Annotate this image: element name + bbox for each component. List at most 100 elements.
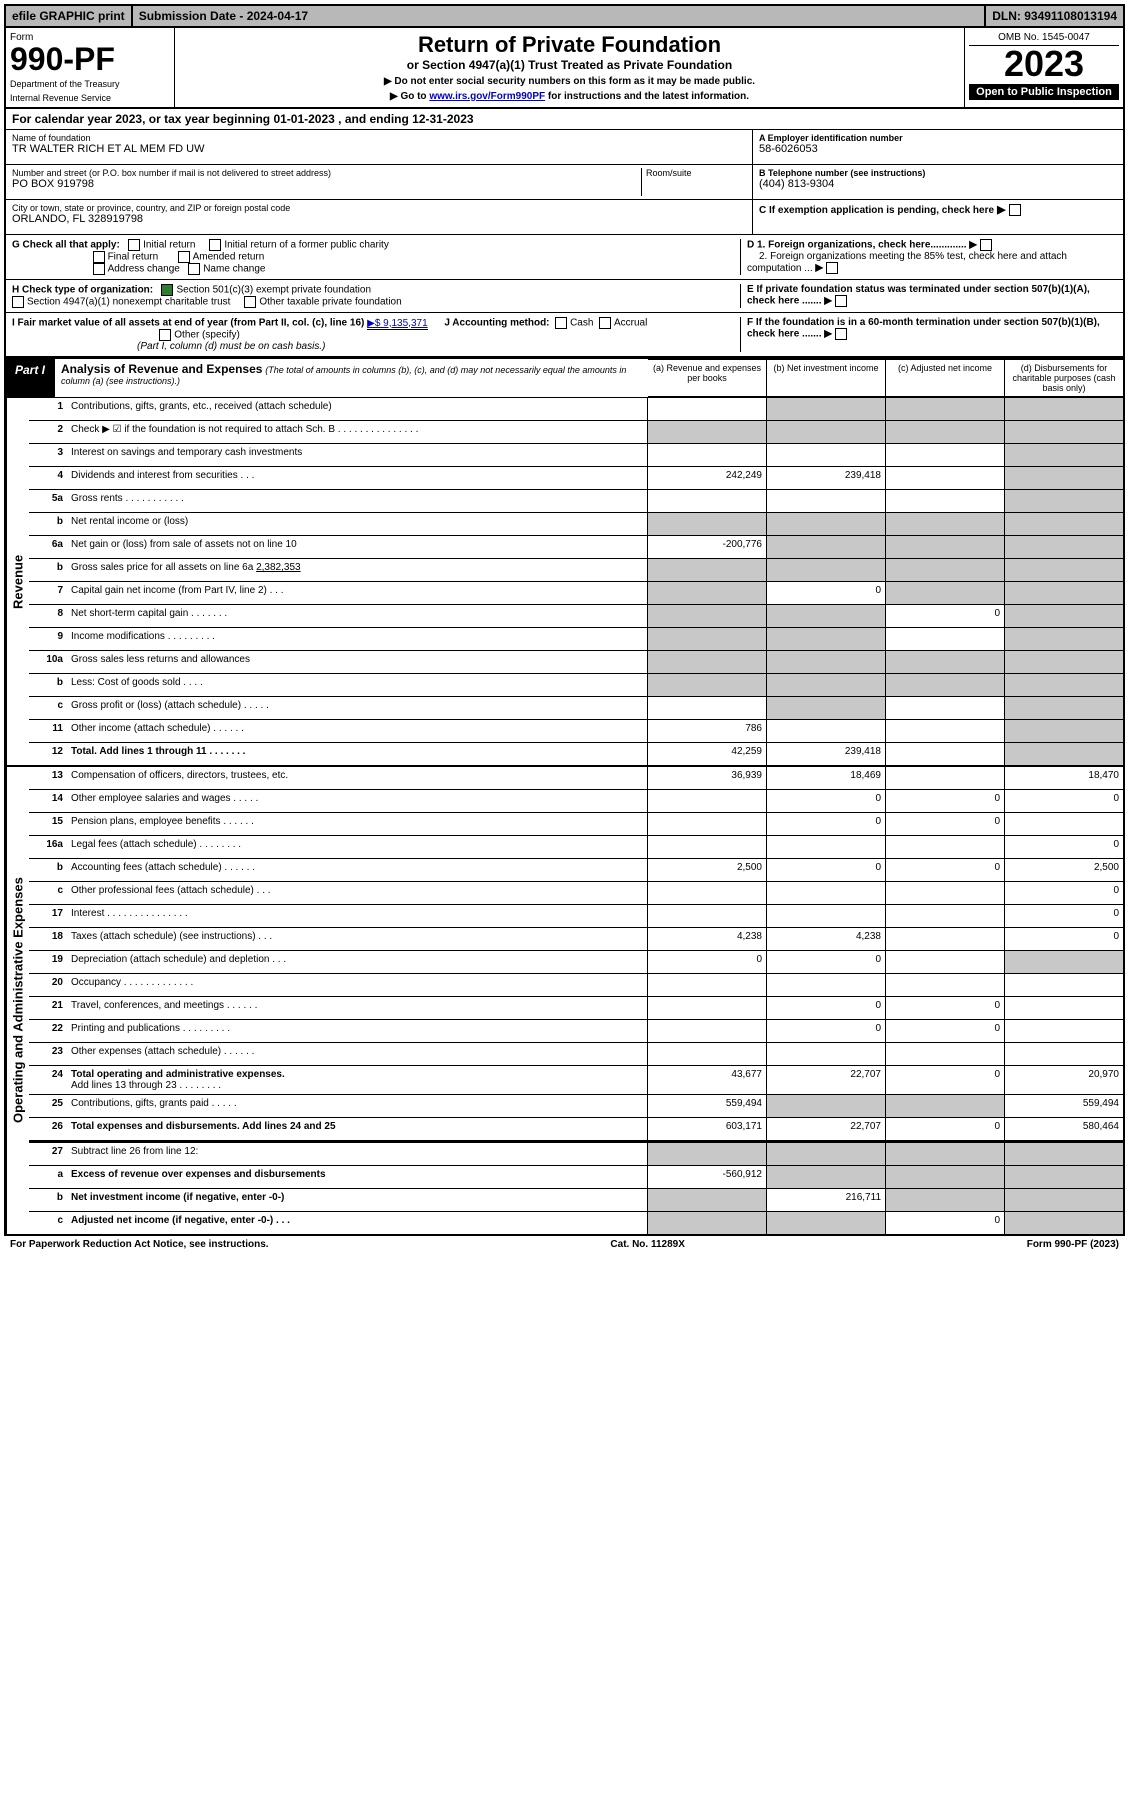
other-taxable-checkbox[interactable] [244,296,256,308]
title-box: Return of Private Foundation or Section … [175,28,965,107]
amended-checkbox[interactable] [178,251,190,263]
row-3-label: Interest on savings and temporary cash i… [67,444,647,466]
r16c-d: 0 [1004,882,1123,904]
r13-d: 18,470 [1004,767,1123,789]
row-8-label: Net short-term capital gain . . . . . . … [67,605,647,627]
row-16c-label: Other professional fees (attach schedule… [67,882,647,904]
d2-checkbox[interactable] [826,262,838,274]
top-bar: efile GRAPHIC print Submission Date - 20… [4,4,1125,28]
row-13-label: Compensation of officers, directors, tru… [67,767,647,789]
r8-c: 0 [885,605,1004,627]
r14-c: 0 [885,790,1004,812]
col-a-header: (a) Revenue and expenses per books [648,359,767,397]
j-label: J Accounting method: [444,318,549,329]
name-change-checkbox[interactable] [188,263,200,275]
g-label: G Check all that apply: [12,240,120,251]
final-return-checkbox[interactable] [93,251,105,263]
r21-b: 0 [766,997,885,1019]
row-5a-label: Gross rents . . . . . . . . . . . [67,490,647,512]
exemption-checkbox[interactable] [1009,204,1021,216]
cat-number: Cat. No. 11289X [610,1239,684,1250]
initial-former-checkbox[interactable] [209,239,221,251]
row-21-label: Travel, conferences, and meetings . . . … [67,997,647,1019]
e-checkbox[interactable] [835,295,847,307]
ein: 58-6026053 [759,143,1117,155]
4947-checkbox[interactable] [12,296,24,308]
form-ref: Form 990-PF (2023) [1027,1239,1119,1250]
r11-a: 786 [647,720,766,742]
form-title: Return of Private Foundation [179,32,960,58]
row-14-label: Other employee salaries and wages . . . … [67,790,647,812]
f-label: F If the foundation is in a 60-month ter… [747,317,1100,340]
501c3-checkbox[interactable] [161,284,173,296]
dln: DLN: 93491108013194 [986,6,1123,26]
r24-b: 22,707 [766,1066,885,1094]
row-17-label: Interest . . . . . . . . . . . . . . . [67,905,647,927]
row-18-label: Taxes (attach schedule) (see instruction… [67,928,647,950]
r15-b: 0 [766,813,885,835]
row-19-label: Depreciation (attach schedule) and deple… [67,951,647,973]
row-9-label: Income modifications . . . . . . . . . [67,628,647,650]
row-5b-label: Net rental income or (loss) [67,513,647,535]
d1-label: D 1. Foreign organizations, check here..… [747,240,967,251]
exemption-label: C If exemption application is pending, c… [759,205,994,216]
form-subtitle: or Section 4947(a)(1) Trust Treated as P… [179,58,960,72]
r4-a: 242,249 [647,467,766,489]
r12-b: 239,418 [766,743,885,765]
r18-a: 4,238 [647,928,766,950]
r13-b: 18,469 [766,767,885,789]
row-16a-label: Legal fees (attach schedule) . . . . . .… [67,836,647,858]
r6b-value: 2,382,353 [256,562,301,573]
section-h-row: H Check type of organization: Section 50… [4,280,1125,313]
row-1-label: Contributions, gifts, grants, etc., rece… [67,398,647,420]
accrual-checkbox[interactable] [599,317,611,329]
r16b-c: 0 [885,859,1004,881]
row-27b-label: Net investment income (if negative, ente… [67,1189,647,1211]
row-20-label: Occupancy . . . . . . . . . . . . . [67,974,647,996]
address: PO BOX 919798 [12,178,641,190]
tax-year: 2023 [969,46,1119,82]
form-header: Form 990-PF Department of the Treasury I… [4,28,1125,109]
form-link[interactable]: www.irs.gov/Form990PF [429,91,545,102]
phone: (404) 813-9304 [759,178,1117,190]
r26-c: 0 [885,1118,1004,1140]
col-d-header: (d) Disbursements for charitable purpose… [1005,359,1124,397]
form-number-box: Form 990-PF Department of the Treasury I… [6,28,175,107]
r14-b: 0 [766,790,885,812]
row-6b-label: Gross sales price for all assets on line… [67,559,647,581]
r4-b: 239,418 [766,467,885,489]
d2-label: 2. Foreign organizations meeting the 85%… [747,251,1067,274]
col-b-header: (b) Net investment income [767,359,886,397]
row-16b-label: Accounting fees (attach schedule) . . . … [67,859,647,881]
room-label: Room/suite [646,168,746,178]
r16b-a: 2,500 [647,859,766,881]
r18-d: 0 [1004,928,1123,950]
initial-return-checkbox[interactable] [128,239,140,251]
addr-change-checkbox[interactable] [93,263,105,275]
f-checkbox[interactable] [835,328,847,340]
row-11-label: Other income (attach schedule) . . . . .… [67,720,647,742]
r25-d: 559,494 [1004,1095,1123,1117]
fmv-value[interactable]: ▶$ 9,135,371 [367,318,428,330]
r19-b: 0 [766,951,885,973]
paperwork-notice: For Paperwork Reduction Act Notice, see … [10,1239,269,1250]
part-1-label: Part I [5,359,55,397]
part-1-title: Analysis of Revenue and Expenses [61,362,262,376]
r21-c: 0 [885,997,1004,1019]
part-1-header: Part I Analysis of Revenue and Expenses … [4,358,1125,398]
row-23-label: Other expenses (attach schedule) . . . .… [67,1043,647,1065]
col-c-header: (c) Adjusted net income [886,359,1005,397]
r16b-d: 2,500 [1004,859,1123,881]
r27a-a: -560,912 [647,1166,766,1188]
row-10c-label: Gross profit or (loss) (attach schedule)… [67,697,647,719]
irs-label: Internal Revenue Service [10,93,170,103]
other-method-checkbox[interactable] [159,329,171,341]
r18-b: 4,238 [766,928,885,950]
cash-checkbox[interactable] [555,317,567,329]
d1-checkbox[interactable] [980,239,992,251]
r6a-a: -200,776 [647,536,766,558]
row-24-label: Total operating and administrative expen… [67,1066,647,1094]
r24-c: 0 [885,1066,1004,1094]
r24-a: 43,677 [647,1066,766,1094]
foundation-info: Name of foundation TR WALTER RICH ET AL … [4,130,1125,235]
